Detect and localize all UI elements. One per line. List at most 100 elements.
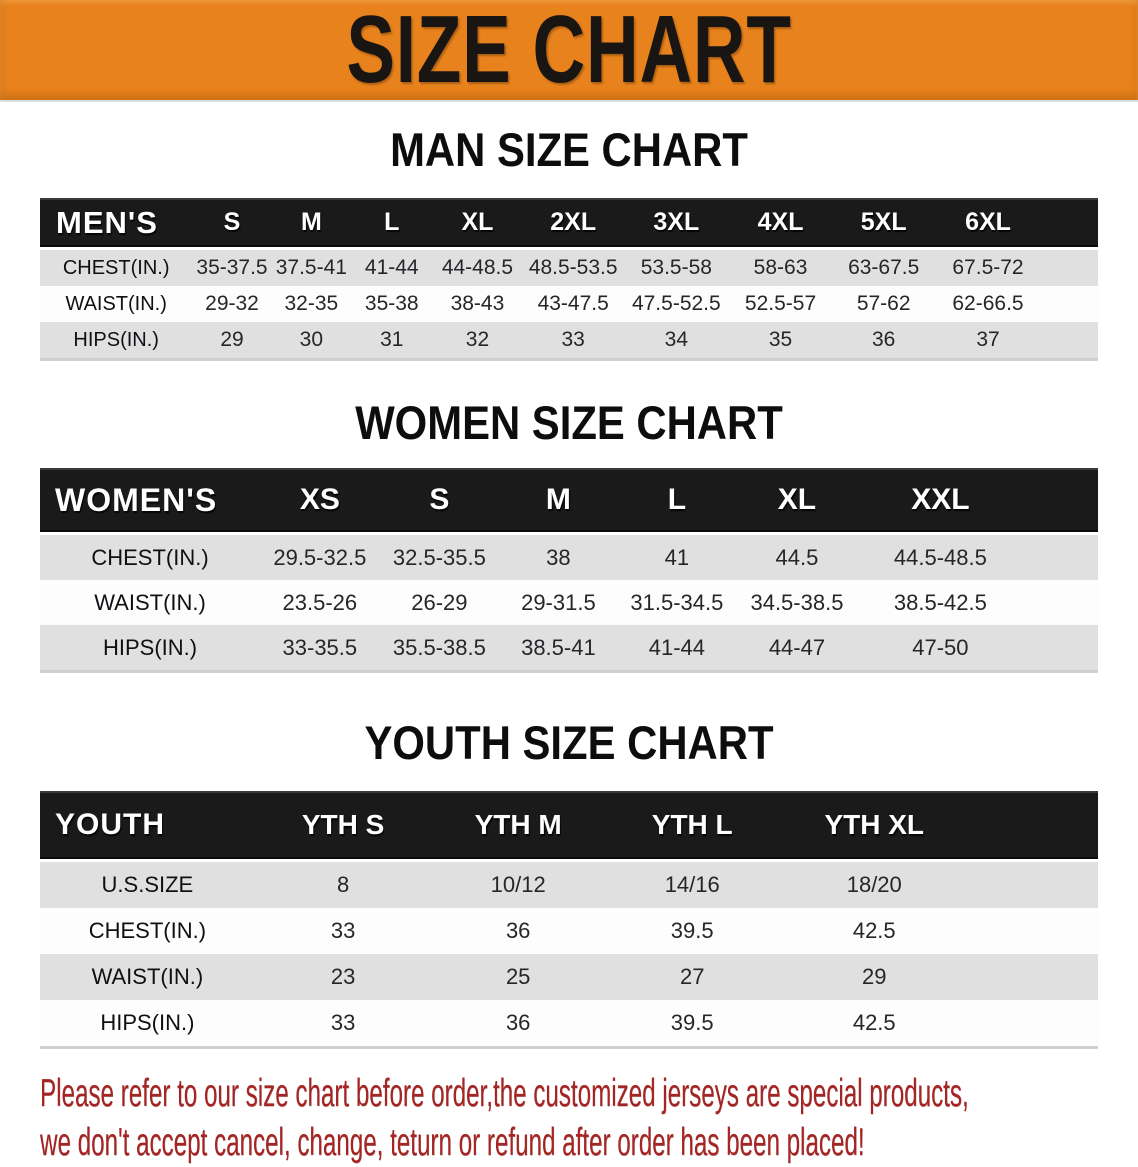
size-value-cell: 44-48.5 xyxy=(432,250,523,286)
size-value-cell: 42.5 xyxy=(779,1000,1098,1046)
size-value-cell: 29.5-32.5 xyxy=(260,535,380,580)
size-value-cell: 32-35 xyxy=(271,286,352,322)
size-column-header: L xyxy=(617,468,737,535)
size-value-cell: 39.5 xyxy=(604,908,780,954)
size-column-header: YTH XL xyxy=(779,791,1098,862)
size-value-cell: 35.5-38.5 xyxy=(379,625,500,670)
size-value-cell: 8 xyxy=(254,862,432,908)
table-title-cell: YOUTH xyxy=(40,791,255,862)
size-value-cell: 36 xyxy=(832,322,935,358)
row-label: HIPS(IN.) xyxy=(40,625,261,670)
size-value-cell: 14/16 xyxy=(604,862,780,908)
table-row: HIPS(IN.) 29 30 31 32 33 34 35 36 37 xyxy=(40,322,1098,358)
row-label: WAIST(IN.) xyxy=(40,286,193,322)
size-value-cell: 10/12 xyxy=(431,862,605,908)
size-column-header: XL xyxy=(432,198,523,250)
size-value-cell: 18/20 xyxy=(779,862,1098,908)
table-row: HIPS(IN.) 33 36 39.5 42.5 xyxy=(40,1000,1098,1046)
size-value-cell: 27 xyxy=(604,954,780,1000)
size-column-header: YTH S xyxy=(254,791,432,862)
size-value-cell: 31.5-34.5 xyxy=(617,580,737,625)
size-column-header: YTH L xyxy=(604,791,780,862)
section-heading-youth: YOUTH SIZE CHART xyxy=(364,716,774,769)
size-value-cell: 25 xyxy=(431,954,605,1000)
size-value-cell: 52.5-57 xyxy=(728,286,833,322)
table-row: CHEST(IN.) 29.5-32.5 32.5-35.5 38 41 44.5 44.5… xyxy=(40,535,1098,580)
row-label: CHEST(IN.) xyxy=(40,535,261,580)
size-value-cell: 63-67.5 xyxy=(832,250,935,286)
youth-section: YOUTH SIZE CHART xyxy=(0,715,1138,771)
size-value-cell: 44.5 xyxy=(736,535,858,580)
size-value-cell: 29 xyxy=(192,322,272,358)
size-value-cell: 38-43 xyxy=(432,286,523,322)
size-column-header: 6XL xyxy=(935,198,1098,250)
row-label: WAIST(IN.) xyxy=(40,954,255,1000)
size-value-cell: 39.5 xyxy=(604,1000,780,1046)
size-value-cell: 53.5-58 xyxy=(623,250,729,286)
size-value-cell: 37.5-41 xyxy=(271,250,352,286)
size-value-cell: 34.5-38.5 xyxy=(736,580,858,625)
table-row: WAIST(IN.) 23 25 27 29 xyxy=(40,954,1098,1000)
table-row: WAIST(IN.) 29-32 32-35 35-38 38-43 43-47.5 47.… xyxy=(40,286,1098,322)
size-value-cell: 58-63 xyxy=(728,250,833,286)
men-header-row: MEN'S S M L XL 2XL 3XL 4XL 5XL 6XL xyxy=(40,198,1098,250)
size-value-cell: 44.5-48.5 xyxy=(857,535,1098,580)
size-value-cell: 38.5-42.5 xyxy=(857,580,1098,625)
size-value-cell: 23.5-26 xyxy=(260,580,380,625)
section-heading-women: WOMEN SIZE CHART xyxy=(355,396,783,449)
size-value-cell: 33 xyxy=(254,1000,432,1046)
size-value-cell: 36 xyxy=(431,1000,605,1046)
size-value-cell: 67.5-72 xyxy=(935,250,1098,286)
man-section: MAN SIZE CHART xyxy=(0,122,1138,178)
size-value-cell: 30 xyxy=(271,322,352,358)
size-value-cell: 57-62 xyxy=(832,286,935,322)
size-value-cell: 23 xyxy=(254,954,432,1000)
size-value-cell: 47-50 xyxy=(857,625,1098,670)
row-label: HIPS(IN.) xyxy=(40,322,193,358)
youth-header-row: YOUTH YTH S YTH M YTH L YTH XL xyxy=(40,791,1098,862)
size-column-header: M xyxy=(499,468,618,535)
size-column-header: M xyxy=(271,198,352,250)
size-value-cell: 32 xyxy=(432,322,523,358)
size-value-cell: 47.5-52.5 xyxy=(623,286,729,322)
table-title-cell: MEN'S xyxy=(40,198,193,250)
banner-title: SIZE CHART xyxy=(346,0,792,103)
size-value-cell: 29-32 xyxy=(192,286,272,322)
disclaimer: Please refer to our size chart before or… xyxy=(40,1069,1138,1167)
size-value-cell: 32.5-35.5 xyxy=(379,535,500,580)
men-size-table: MEN'S S M L XL 2XL 3XL 4XL 5XL 6XL CHEST(IN.) 35-3… xyxy=(40,198,1098,361)
size-value-cell: 41 xyxy=(617,535,737,580)
row-label: U.S.SIZE xyxy=(40,862,255,908)
row-label: CHEST(IN.) xyxy=(40,250,193,286)
size-value-cell: 35 xyxy=(728,322,833,358)
size-value-cell: 62-66.5 xyxy=(935,286,1098,322)
size-value-cell: 34 xyxy=(623,322,729,358)
size-value-cell: 48.5-53.5 xyxy=(522,250,624,286)
row-label: CHEST(IN.) xyxy=(40,908,255,954)
size-column-header: XL xyxy=(736,468,858,535)
women-header-row: WOMEN'S XS S M L XL XXL xyxy=(40,468,1098,535)
size-value-cell: 29-31.5 xyxy=(499,580,618,625)
women-section: WOMEN SIZE CHART xyxy=(0,395,1138,451)
size-column-header: 2XL xyxy=(522,198,624,250)
table-row: CHEST(IN.) 33 36 39.5 42.5 xyxy=(40,908,1098,954)
youth-size-table: YOUTH YTH S YTH M YTH L YTH XL U.S.SIZE 8 10/1… xyxy=(40,791,1098,1049)
size-column-header: S xyxy=(192,198,272,250)
row-label: HIPS(IN.) xyxy=(40,1000,255,1046)
size-value-cell: 33 xyxy=(254,908,432,954)
size-value-cell: 31 xyxy=(351,322,433,358)
size-value-cell: 33 xyxy=(522,322,624,358)
table-row: WAIST(IN.) 23.5-26 26-29 29-31.5 31.5-34.5 34… xyxy=(40,580,1098,625)
size-value-cell: 33-35.5 xyxy=(260,625,380,670)
table-title-cell: WOMEN'S xyxy=(40,468,261,535)
size-value-cell: 38 xyxy=(499,535,618,580)
section-heading-man: MAN SIZE CHART xyxy=(390,123,748,176)
women-size-table: WOMEN'S XS S M L XL XXL CHEST(IN.) 29.5-32.5 32.… xyxy=(40,468,1098,673)
disclaimer-line2: we don't accept cancel, change, teturn o… xyxy=(40,1121,865,1164)
size-column-header: S xyxy=(379,468,500,535)
size-column-header: L xyxy=(351,198,433,250)
size-value-cell: 29 xyxy=(779,954,1098,1000)
size-value-cell: 42.5 xyxy=(779,908,1098,954)
size-column-header: 3XL xyxy=(623,198,729,250)
size-value-cell: 26-29 xyxy=(379,580,500,625)
